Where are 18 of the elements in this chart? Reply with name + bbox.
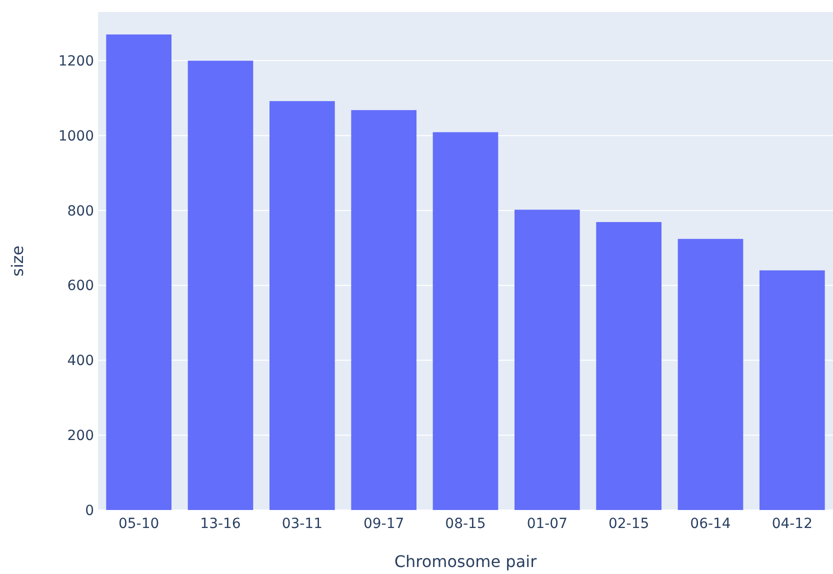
y-tick-label: 1200	[58, 54, 94, 70]
x-tick-label: 03-11	[282, 516, 323, 532]
x-tick-label: 13-16	[200, 516, 241, 532]
x-tick-label: 04-12	[772, 516, 813, 532]
x-tick-label: 09-17	[363, 516, 404, 532]
y-tick-label: 1000	[58, 128, 94, 144]
x-tick-label: 06-14	[690, 516, 731, 532]
x-tick-label: 05-10	[118, 516, 160, 532]
x-axis-title: Chromosome pair	[394, 552, 538, 571]
x-tick-label: 02-15	[608, 516, 650, 532]
y-axis-title: size	[8, 245, 27, 277]
y-tick-label: 400	[67, 353, 94, 370]
x-tick-label: 08-15	[445, 516, 486, 532]
y-tick-label: 0	[85, 502, 94, 519]
y-tick-label: 800	[67, 203, 94, 220]
y-tick-label: 200	[67, 428, 94, 444]
y-tick-label: 600	[67, 278, 94, 294]
x-tick-label: 01-07	[526, 516, 568, 532]
